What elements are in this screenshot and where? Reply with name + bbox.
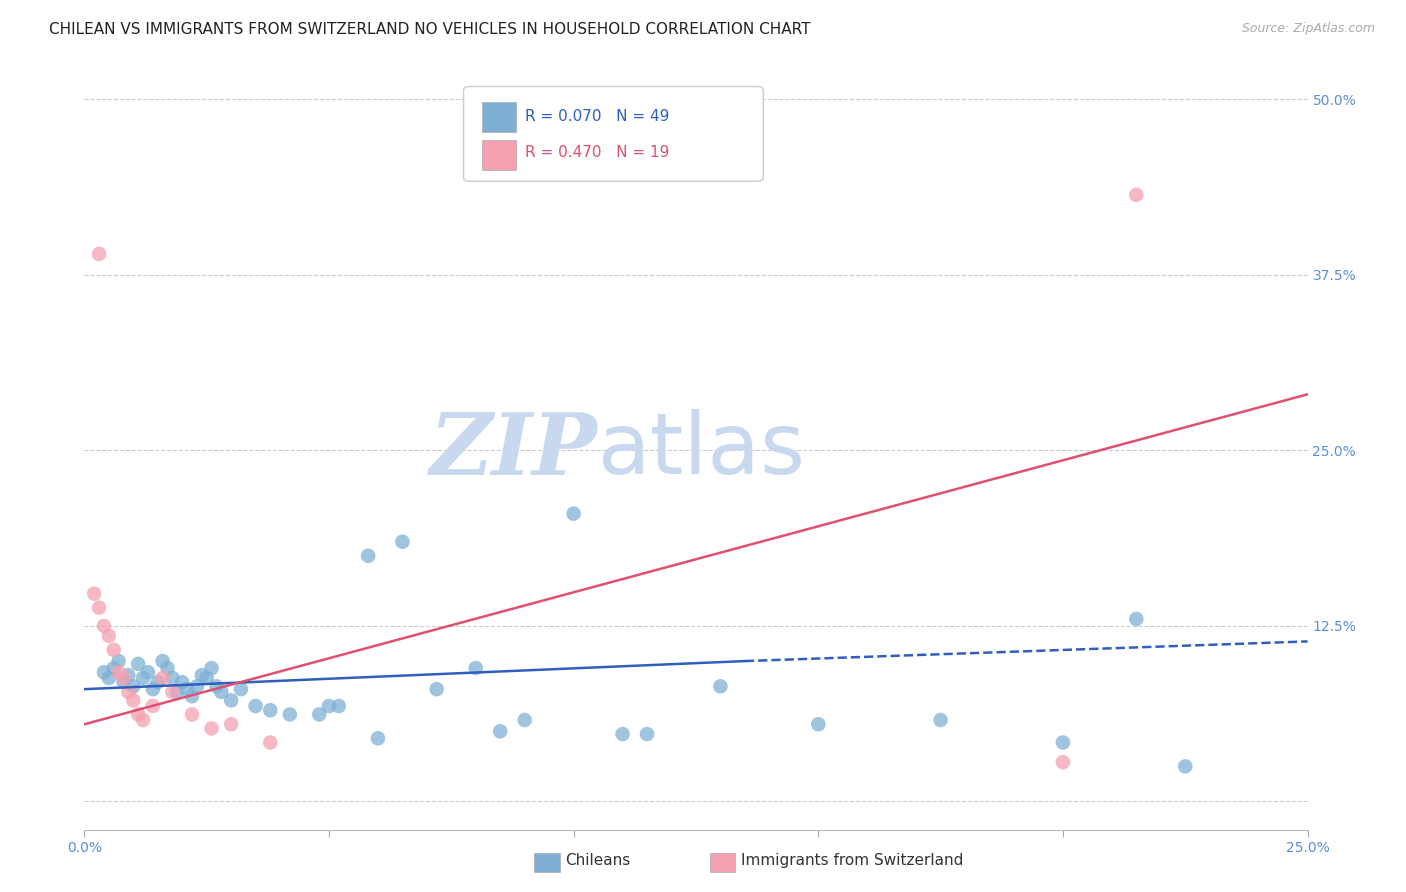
Point <box>83 587 105 601</box>
Point <box>136 665 159 680</box>
Point <box>181 707 204 722</box>
Point <box>245 698 267 713</box>
Point <box>513 713 536 727</box>
Point <box>278 707 301 722</box>
Point <box>103 643 125 657</box>
Point <box>93 665 115 680</box>
Text: Immigrants from Switzerland: Immigrants from Switzerland <box>741 854 963 868</box>
Point <box>200 722 222 736</box>
Point <box>107 665 129 680</box>
Point <box>117 685 139 699</box>
Point <box>122 693 145 707</box>
Point <box>132 671 155 685</box>
Point <box>156 661 179 675</box>
Point <box>166 685 188 699</box>
Point <box>112 675 135 690</box>
Point <box>107 654 129 668</box>
Point <box>1174 759 1197 773</box>
Point <box>152 654 174 668</box>
Point <box>328 698 350 713</box>
Point <box>318 698 340 713</box>
Point <box>162 685 184 699</box>
Point <box>426 682 449 697</box>
Point <box>127 707 149 722</box>
Point <box>1052 755 1074 769</box>
Point <box>195 671 218 685</box>
Point <box>186 679 208 693</box>
Point <box>162 671 184 685</box>
Point <box>103 661 125 675</box>
Text: R = 0.470   N = 19: R = 0.470 N = 19 <box>524 145 669 160</box>
Point <box>142 698 165 713</box>
Point <box>117 668 139 682</box>
Point <box>391 534 413 549</box>
Text: CHILEAN VS IMMIGRANTS FROM SWITZERLAND NO VEHICLES IN HOUSEHOLD CORRELATION CHAR: CHILEAN VS IMMIGRANTS FROM SWITZERLAND N… <box>49 22 811 37</box>
Point <box>209 685 232 699</box>
Point <box>219 717 242 731</box>
Point <box>146 675 169 690</box>
Point <box>929 713 952 727</box>
Point <box>191 668 214 682</box>
Point <box>709 679 731 693</box>
Point <box>200 661 222 675</box>
Point <box>612 727 634 741</box>
Point <box>122 679 145 693</box>
Text: Chileans: Chileans <box>565 854 630 868</box>
Point <box>97 671 120 685</box>
Point <box>367 731 389 746</box>
Point <box>807 717 830 731</box>
Point <box>181 689 204 703</box>
Point <box>229 682 252 697</box>
Text: ZIP: ZIP <box>430 409 598 492</box>
Point <box>489 724 512 739</box>
Point <box>259 735 281 749</box>
Text: Source: ZipAtlas.com: Source: ZipAtlas.com <box>1241 22 1375 36</box>
Point <box>1125 612 1147 626</box>
Point <box>176 682 198 697</box>
Point <box>259 703 281 717</box>
Point <box>152 671 174 685</box>
Point <box>132 713 155 727</box>
Point <box>464 661 486 675</box>
Point <box>87 247 110 261</box>
FancyBboxPatch shape <box>464 87 763 181</box>
Point <box>172 675 194 690</box>
Point <box>205 679 228 693</box>
Point <box>562 507 585 521</box>
Point <box>636 727 658 741</box>
Point <box>112 671 135 685</box>
Point <box>142 682 165 697</box>
Point <box>357 549 380 563</box>
Text: R = 0.070   N = 49: R = 0.070 N = 49 <box>524 110 669 124</box>
Point <box>1125 188 1147 202</box>
Point <box>1052 735 1074 749</box>
FancyBboxPatch shape <box>482 102 516 132</box>
FancyBboxPatch shape <box>482 139 516 170</box>
Text: atlas: atlas <box>598 409 806 492</box>
Point <box>127 657 149 671</box>
Point <box>308 707 330 722</box>
Point <box>87 600 110 615</box>
Point <box>93 619 115 633</box>
Point <box>219 693 242 707</box>
Point <box>97 629 120 643</box>
